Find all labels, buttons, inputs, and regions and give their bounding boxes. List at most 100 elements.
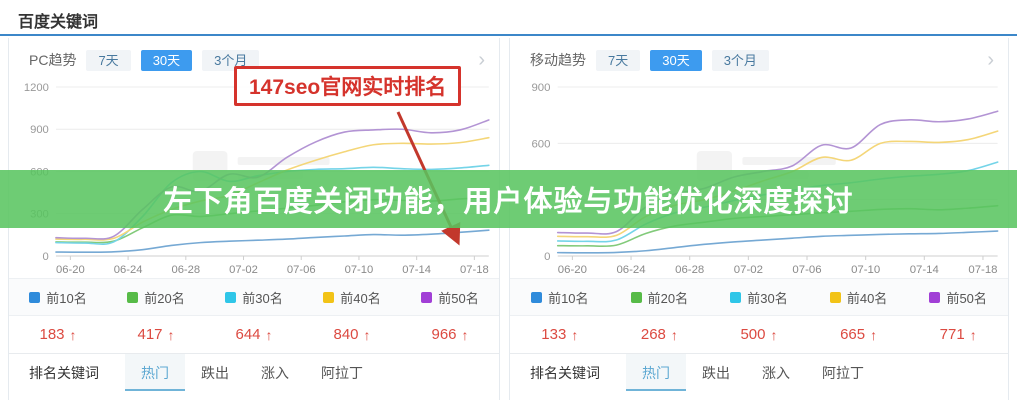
legend-label: 前40名 <box>846 290 888 306</box>
x-tick-label: 06-24 <box>616 264 645 276</box>
stat-top40: 665 ↑ <box>809 326 909 343</box>
up-arrow-icon: ↑ <box>770 326 778 343</box>
stat-value: 133 <box>541 326 567 343</box>
legend-label: 前30名 <box>242 290 283 306</box>
stat-top30: 500 ↑ <box>709 326 809 343</box>
legend-item-top30[interactable]: 前30名 <box>709 288 809 307</box>
legend-label: 前20名 <box>647 290 689 306</box>
tab-risen[interactable]: 涨入 <box>261 364 289 381</box>
mobile-panel-header: 移动趋势 7天 30天 3个月 › <box>530 47 994 73</box>
stat-top10: 183 ↑ <box>9 326 107 343</box>
stat-value: 183 <box>39 326 65 343</box>
stat-value: 840 <box>333 326 359 343</box>
stat-top50: 771 ↑ <box>908 326 1008 343</box>
x-tick-label: 07-14 <box>402 264 431 276</box>
tab-aladdin[interactable]: 阿拉丁 <box>321 364 363 381</box>
up-arrow-icon: ↑ <box>870 326 878 343</box>
pc-bottom-tabs: 排名关键词 热门 跌出 涨入 阿拉丁 <box>9 353 499 391</box>
tab-aladdin[interactable]: 阿拉丁 <box>822 364 864 381</box>
headline-text: 左下角百度关闭功能，用户体验与功能优化深度探讨 <box>163 186 854 218</box>
x-tick-label: 07-10 <box>345 264 374 276</box>
stat-top50: 966 ↑ <box>401 326 499 343</box>
headline-banner: 左下角百度关闭功能，用户体验与功能优化深度探讨 <box>0 170 1017 228</box>
y-tick-label: 1200 <box>24 82 49 94</box>
x-tick-label: 07-10 <box>851 264 880 276</box>
x-tick-label: 06-20 <box>56 264 85 276</box>
y-tick-label: 0 <box>43 251 49 263</box>
keyword-rank-label: 排名关键词 <box>29 364 99 381</box>
pc-range-tab-30d[interactable]: 30天 <box>140 49 193 71</box>
y-tick-label: 600 <box>531 139 550 151</box>
stat-value: 665 <box>840 326 866 343</box>
mobile-range-tab-3m[interactable]: 3个月 <box>711 49 769 71</box>
up-arrow-icon: ↑ <box>571 326 579 343</box>
keyword-rank-label: 排名关键词 <box>530 364 600 381</box>
x-tick-label: 07-06 <box>792 264 821 276</box>
pc-range-tab-3m[interactable]: 3个月 <box>202 49 260 71</box>
legend-item-top10[interactable]: 前10名 <box>510 288 610 307</box>
legend-label: 前50名 <box>946 290 987 306</box>
x-tick-label: 07-02 <box>229 264 258 276</box>
legend-item-top50[interactable]: 前50名 <box>908 288 1008 307</box>
x-tick-label: 06-24 <box>114 264 143 276</box>
mobile-stats-row: 133 ↑ 268 ↑ 500 ↑ 665 ↑ 771 ↑ <box>510 315 1008 353</box>
stat-value: 417 <box>137 326 163 343</box>
legend-item-top30[interactable]: 前30名 <box>205 288 303 307</box>
up-arrow-icon: ↑ <box>167 326 175 343</box>
tab-dropped[interactable]: 跌出 <box>201 364 229 381</box>
legend-item-top40[interactable]: 前40名 <box>303 288 401 307</box>
title-divider <box>0 34 1017 36</box>
pc-legend: 前10名 前20名 前30名 前40名 前50名 <box>9 278 499 315</box>
legend-item-top20[interactable]: 前20名 <box>107 288 205 307</box>
legend-label: 前20名 <box>144 290 185 306</box>
pc-trend-label: PC趋势 <box>29 52 77 68</box>
stat-value: 500 <box>740 326 766 343</box>
mobile-range-tab-7d[interactable]: 7天 <box>596 49 641 71</box>
pc-range-tab-7d[interactable]: 7天 <box>86 49 131 71</box>
pc-stats-row: 183 ↑ 417 ↑ 644 ↑ 840 ↑ 966 ↑ <box>9 315 499 353</box>
legend-label: 前40名 <box>340 290 381 306</box>
legend-label: 前10名 <box>548 290 589 306</box>
stat-value: 644 <box>235 326 261 343</box>
up-arrow-icon: ↑ <box>363 326 371 343</box>
legend-item-top20[interactable]: 前20名 <box>610 288 710 307</box>
annotation-box: 147seo官网实时排名 <box>234 66 462 106</box>
annotation-text: 147seo官网实时排名 <box>249 76 447 99</box>
chart-line-前10名 <box>55 229 490 254</box>
y-tick-label: 900 <box>531 82 550 94</box>
top30-color-chip <box>225 291 237 303</box>
y-tick-label: 0 <box>544 251 550 263</box>
y-tick-label: 900 <box>30 124 49 136</box>
up-arrow-icon: ↑ <box>461 326 469 343</box>
chevron-right-icon[interactable]: › <box>987 49 994 71</box>
up-arrow-icon: ↑ <box>670 326 678 343</box>
chevron-right-icon[interactable]: › <box>478 49 485 71</box>
top20-color-chip <box>630 291 642 303</box>
tab-risen[interactable]: 涨入 <box>762 364 790 381</box>
x-tick-label: 06-28 <box>171 264 200 276</box>
tab-dropped[interactable]: 跌出 <box>702 364 730 381</box>
legend-item-top10[interactable]: 前10名 <box>9 288 107 307</box>
stat-value: 966 <box>431 326 457 343</box>
x-tick-label: 06-28 <box>675 264 704 276</box>
tab-hot[interactable]: 热门 <box>125 354 185 391</box>
stat-top40: 840 ↑ <box>303 326 401 343</box>
x-tick-label: 07-02 <box>734 264 763 276</box>
mobile-range-tab-30d[interactable]: 30天 <box>650 49 702 71</box>
legend-item-top40[interactable]: 前40名 <box>809 288 909 307</box>
legend-label: 前10名 <box>46 290 87 306</box>
top10-color-chip <box>531 291 543 303</box>
x-tick-label: 07-18 <box>460 264 489 276</box>
up-arrow-icon: ↑ <box>69 326 77 343</box>
stat-top10: 133 ↑ <box>510 326 610 343</box>
top40-color-chip <box>829 291 841 303</box>
pc-panel-header: PC趋势 7天 30天 3个月 › <box>29 47 485 73</box>
stat-top20: 417 ↑ <box>107 326 205 343</box>
legend-item-top50[interactable]: 前50名 <box>401 288 499 307</box>
legend-label: 前50名 <box>438 290 479 306</box>
stat-value: 771 <box>939 326 965 343</box>
top10-color-chip <box>29 291 41 303</box>
tab-hot[interactable]: 热门 <box>626 354 686 391</box>
x-tick-label: 07-18 <box>968 264 997 276</box>
